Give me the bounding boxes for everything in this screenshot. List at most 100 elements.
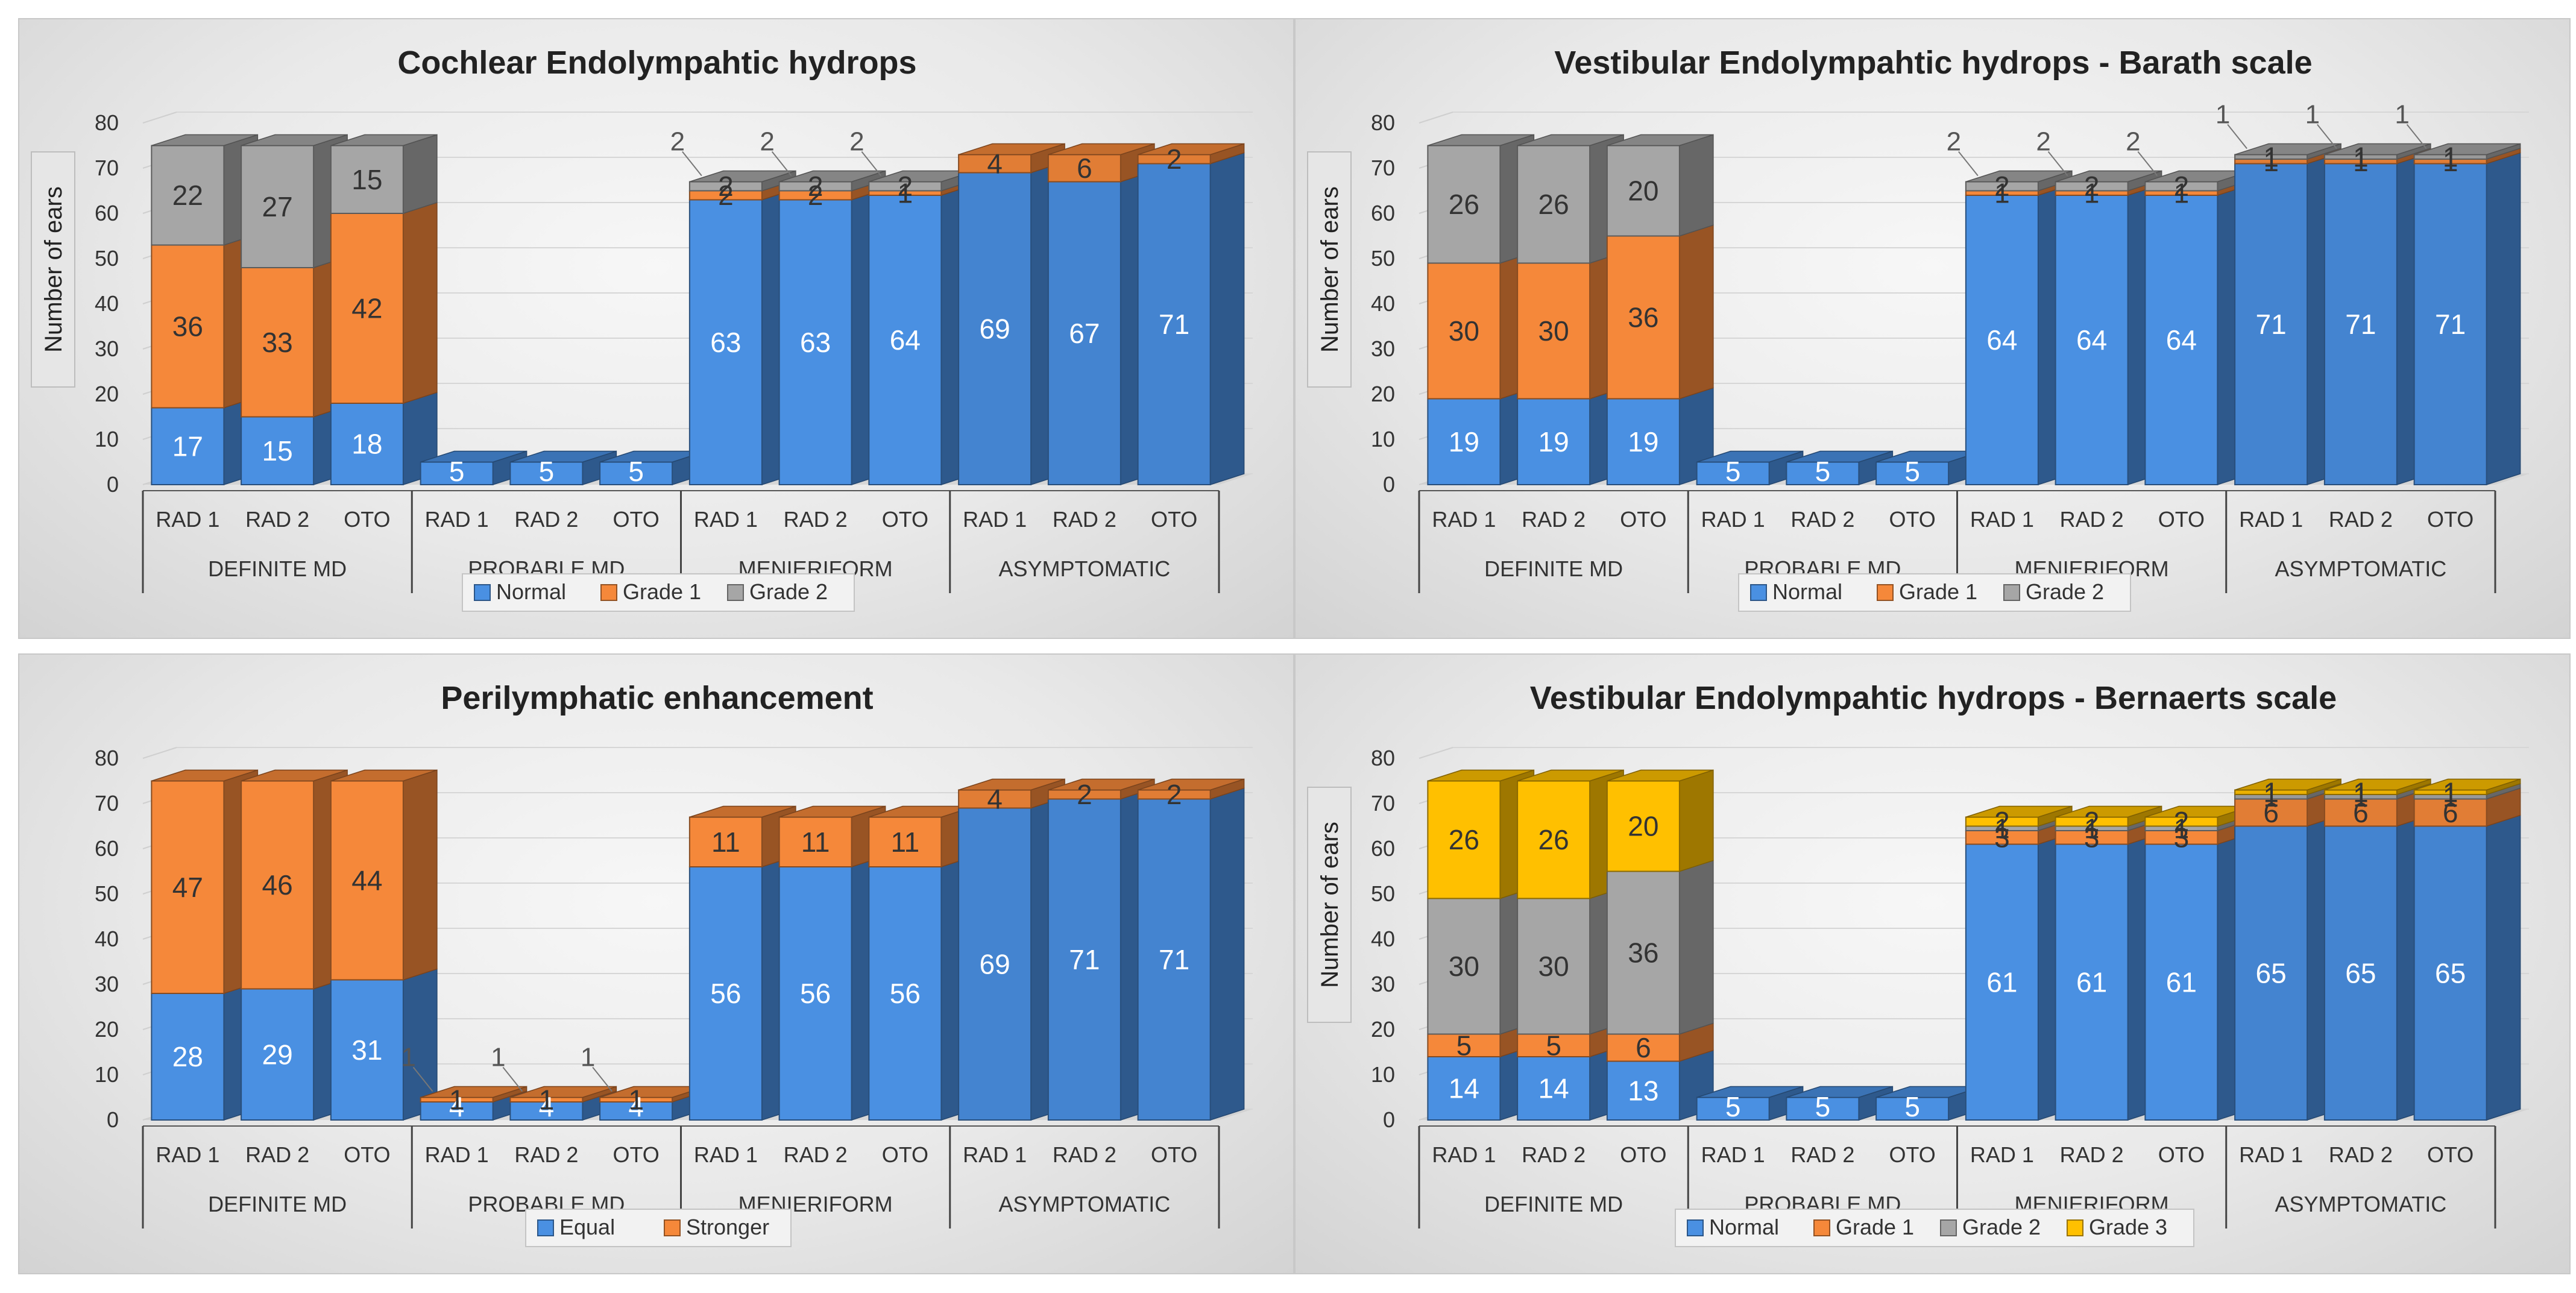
bar-value-label: 64 [890,324,921,356]
bar-top [420,1086,527,1098]
category-label: OTO [1889,1142,1935,1167]
bar-value-label: 6 [2353,797,2369,828]
bar-value-label: 4 [987,784,1003,815]
bar-value-label: 3 [2084,822,2100,853]
bar-value-label: 1 [2263,781,2279,813]
bar-segment [1517,145,1591,264]
y-tick-label: 20 [95,382,119,406]
callout-label: 2 [849,127,864,157]
bar-value-label: 20 [1628,175,1658,207]
bar-value-label: 1 [2263,141,2279,172]
bar-value-label: 61 [2166,966,2197,998]
bar-top [958,778,1065,791]
bar-value-label: 2 [718,171,734,202]
bar-segment [330,979,404,1121]
bar-value-label: 71 [1159,309,1189,340]
bar-segment [1047,181,1121,485]
bar-side [2486,814,2521,1121]
legend-swatch [537,1219,554,1236]
bar-segment [1137,163,1211,485]
category-label: OTO [2158,1142,2205,1167]
y-tick-label: 0 [1383,1107,1395,1132]
bar-top [1965,805,2073,818]
chart-title: Vestibular Endolympahtic hydrops - Barat… [1554,45,2312,81]
category-label: RAD 2 [1053,507,1116,532]
bar-top [779,805,886,818]
bar-top [2414,143,2521,156]
legend-label: Normal [1709,1215,1779,1239]
bar-value-label: 5 [1815,456,1831,487]
y-tick-label: 70 [95,791,119,816]
bar-value-label: 1 [2174,813,2190,844]
bar-segment [2413,825,2487,1121]
gridline-depth [1419,747,1453,759]
bar-value-label: 15 [262,435,293,467]
callout-label: 1 [401,1043,415,1072]
bar-value-label: 1 [2353,141,2369,172]
bar-segment [2323,825,2398,1121]
bar-value-label: 63 [800,327,831,358]
category-label: OTO [1620,507,1666,532]
legend-swatch [600,584,617,601]
bar-segment [1517,1056,1591,1121]
group-label: ASYMPTOMATIC [2275,1192,2447,1216]
bar-segment [420,1101,494,1121]
bar-top [330,134,438,146]
y-tick-label: 0 [107,472,119,497]
y-tick-label: 10 [95,427,119,451]
callout-label: 2 [1947,127,1961,157]
category-label: RAD 1 [425,507,489,532]
bar-value-label: 11 [711,826,740,858]
y-axis-label: Number of ears [1317,186,1343,353]
callout-label: 1 [491,1043,505,1072]
category-label: RAD 1 [1970,1142,2034,1167]
bar-value-label: 13 [1628,1075,1658,1106]
bar-value-label: 20 [1628,811,1658,842]
y-tick-label: 80 [1371,110,1395,135]
bar-segment [1606,780,1680,872]
y-tick-label: 50 [1371,881,1395,906]
category-label: OTO [2427,507,2474,532]
callout-label: 1 [2215,100,2230,130]
category-label: RAD 1 [425,1142,489,1167]
legend-swatch [1687,1219,1704,1236]
bar-segment [2234,798,2308,827]
bar-top [1517,134,1624,146]
callout-label: 2 [2036,127,2050,157]
y-tick-label: 30 [95,336,119,361]
bar-value-label: 33 [262,327,293,358]
category-label: RAD 1 [2239,1142,2303,1167]
bar-value-label: 64 [1986,324,2017,356]
callout-leader [2406,124,2427,149]
bar-top [241,134,348,146]
bar-segment [2144,843,2219,1121]
bar-value-label: 2 [1994,806,2010,837]
y-tick-label: 60 [95,201,119,225]
category-label: RAD 2 [1790,1142,1854,1167]
bar-top [1696,1086,1803,1098]
bar-value-label: 18 [351,429,382,460]
bar-top [510,450,617,463]
bar-value-label: 17 [172,430,203,462]
category-label: OTO [2427,1142,2474,1167]
group-label: ASYMPTOMATIC [999,1192,1171,1216]
bar-side [1209,152,1245,486]
bar-side [1679,224,1714,400]
y-tick-label: 10 [1371,1062,1395,1087]
bar-value-label: 5 [1725,456,1741,487]
legend-label: Grade 2 [2026,579,2104,604]
bar-segment [330,213,404,404]
category-label: RAD 2 [514,507,578,532]
bar-value-label: 4 [987,148,1003,180]
legend-swatch [2003,584,2020,601]
legend-label: Grade 1 [1899,579,1977,604]
bar-value-label: 2 [1167,143,1182,175]
bar-top [510,1086,617,1098]
bar-value-label: 1 [2443,146,2458,177]
callout-label: 2 [2126,127,2140,157]
bar-value-label: 5 [1904,456,1920,487]
category-label: RAD 2 [2329,1142,2393,1167]
bar-segment [778,816,852,867]
y-tick-label: 50 [95,881,119,906]
bar-value-label: 1 [2353,781,2369,813]
